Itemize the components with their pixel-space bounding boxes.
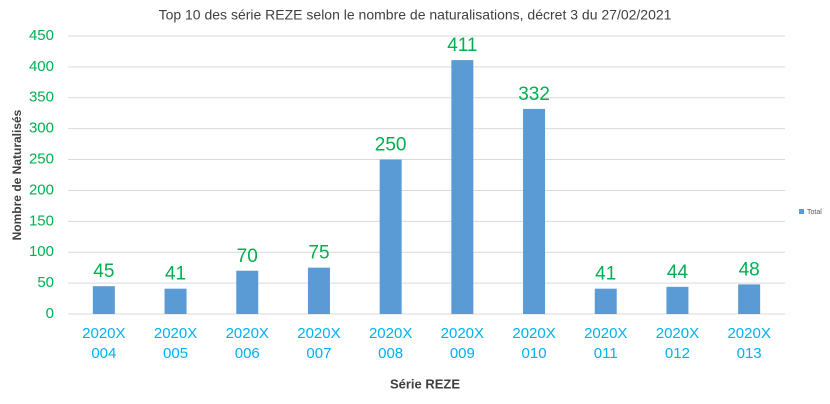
data-label: 411: [447, 35, 477, 56]
legend-label: Total: [807, 209, 822, 216]
y-tick-label: 400: [29, 58, 54, 75]
bar: [164, 288, 187, 314]
x-tick-label: 2020X 011: [584, 325, 628, 362]
y-tick-label: 450: [29, 27, 54, 44]
bar: [236, 270, 259, 314]
data-label: 41: [165, 264, 186, 285]
y-tick-label: 50: [37, 274, 54, 291]
x-tick-label: 2020X 007: [297, 325, 341, 362]
data-label: 75: [308, 243, 329, 264]
bar: [666, 286, 689, 314]
bar: [451, 60, 474, 314]
data-label: 332: [518, 84, 550, 105]
x-tick-label: 2020X 004: [82, 325, 126, 362]
bar: [307, 267, 330, 314]
y-tick-label: 200: [29, 181, 54, 198]
x-tick-label: 2020X 009: [440, 325, 485, 362]
bar: [92, 286, 115, 314]
x-tick-label: 2020X 010: [512, 325, 556, 362]
y-tick-label: 350: [29, 89, 54, 106]
bar: [738, 284, 761, 314]
data-label: 250: [375, 135, 407, 156]
bar: [594, 288, 617, 314]
x-tick-label: 2020X 005: [153, 325, 198, 362]
y-tick-label: 150: [29, 212, 54, 229]
data-label: 45: [93, 261, 114, 282]
y-tick-label: 0: [46, 305, 54, 322]
x-tick-label: 2020X 012: [655, 325, 700, 362]
data-label: 44: [667, 262, 689, 283]
x-tick-label: 2020X 006: [225, 325, 269, 362]
data-label: 48: [739, 259, 760, 280]
y-tick-label: 300: [29, 120, 54, 137]
x-axis-label: Série REZE: [390, 376, 460, 391]
y-tick-label: 100: [29, 243, 54, 260]
y-tick-label: 250: [29, 151, 54, 168]
bar: [379, 159, 402, 314]
data-label: 70: [237, 246, 258, 267]
bar: [523, 108, 546, 314]
legend-swatch: [799, 209, 804, 214]
x-tick-label: 2020X 013: [727, 325, 771, 362]
x-tick-label: 2020X 008: [368, 325, 413, 362]
chart-title: Top 10 des série REZE selon le nombre de…: [159, 7, 672, 23]
data-label: 41: [595, 264, 616, 285]
y-axis-label: Nombre de Naturalisés: [10, 109, 24, 240]
